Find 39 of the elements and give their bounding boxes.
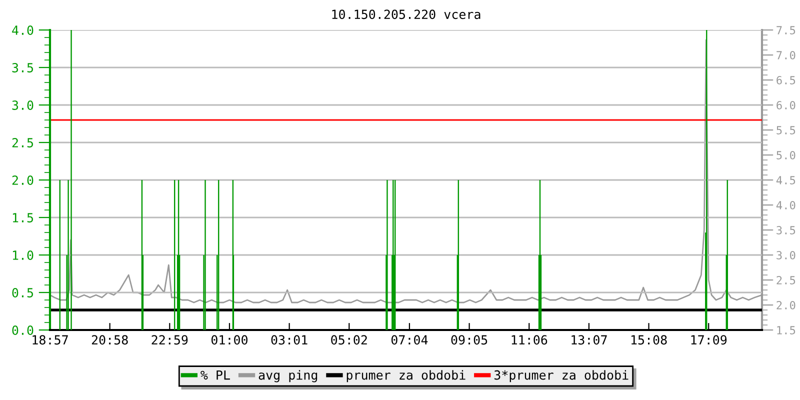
- y2-tick-label: 3.0: [776, 251, 796, 260]
- x-tick-label: 20:58: [92, 335, 128, 345]
- y2-tick-label: 4.5: [776, 176, 796, 184]
- legend-label: 3*prumer za obdobi: [494, 370, 628, 382]
- x-tick-label: 17:09: [691, 335, 727, 345]
- y2-tick-label: 7.5: [776, 26, 796, 34]
- y2-tick-label: 6.5: [776, 76, 796, 84]
- y-tick-label: 4.0: [12, 26, 34, 35]
- y-tick-label: 3.5: [12, 63, 34, 72]
- legend-label: prumer za obdobi: [346, 370, 466, 382]
- y2-tick-label: 2.0: [776, 301, 796, 310]
- x-tick-label: 22:59: [152, 335, 188, 345]
- y2-tick-label: 5.5: [776, 126, 796, 134]
- chart-title: 10.150.205.220 vcera: [332, 10, 480, 20]
- y2-tick-label: 2.5: [776, 276, 796, 284]
- legend-label: % PL: [200, 370, 230, 380]
- x-tick-label: 11:06: [512, 335, 548, 345]
- y2-tick-label: 4.0: [776, 201, 796, 210]
- y-tick-label: 1.0: [12, 250, 34, 260]
- x-tick-label: 18:57: [32, 335, 68, 345]
- legend-label: avg ping: [258, 370, 318, 382]
- x-tick-label: 13:07: [572, 335, 607, 345]
- x-tick-label: 03:01: [271, 335, 308, 345]
- y-tick-label: 1.5: [12, 213, 34, 222]
- y2-tick-label: 5.0: [776, 151, 796, 160]
- x-tick-label: 07:04: [391, 335, 428, 345]
- y-tick-label: 0.0: [12, 326, 34, 335]
- x-tick-label: 05:02: [331, 335, 367, 345]
- x-tick-label: 01:00: [211, 335, 248, 345]
- y2-tick-label: 6.0: [776, 101, 796, 110]
- y-tick-label: 3.0: [12, 100, 34, 110]
- x-tick-label: 09:05: [451, 335, 488, 345]
- y-tick-label: 0.5: [12, 288, 34, 298]
- y2-tick-label: 3.5: [776, 226, 796, 234]
- y-tick-label: 2.0: [12, 176, 34, 185]
- y2-tick-label: 7.0: [776, 51, 796, 60]
- y2-tick-label: 1.5: [777, 326, 796, 334]
- y-tick-label: 2.5: [12, 138, 34, 148]
- x-tick-label: 15:08: [631, 335, 667, 345]
